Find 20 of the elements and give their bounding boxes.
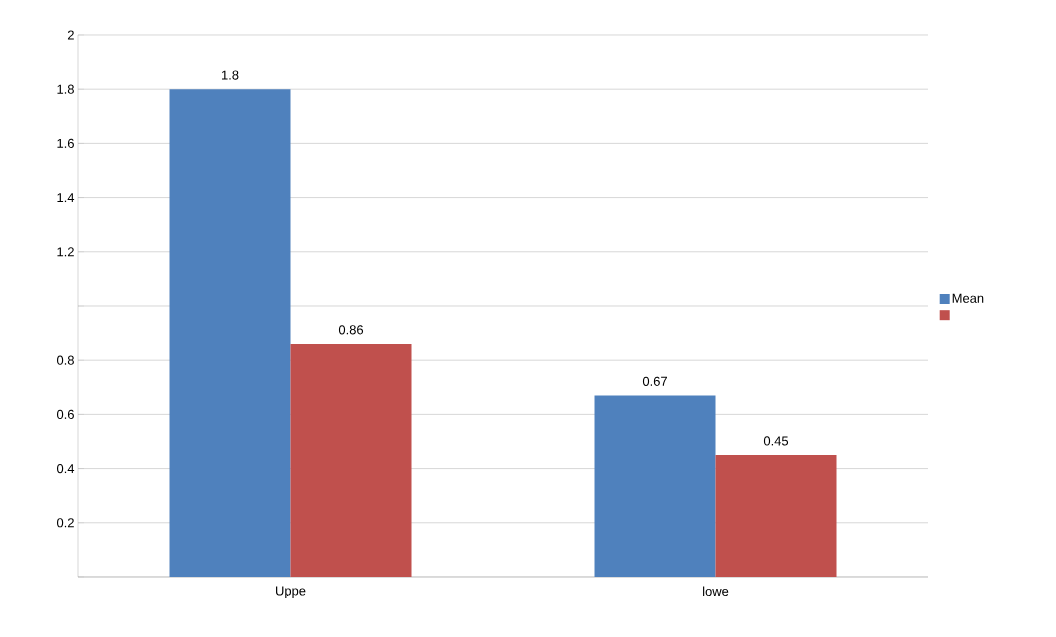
- bar: [715, 455, 837, 577]
- x-tick-label: Uppe: [276, 586, 306, 599]
- y-tick-label: 1.8: [57, 84, 74, 94]
- y-tick-label: 0.6: [56, 409, 74, 419]
- y-tick-label: 0.2: [56, 518, 74, 528]
- bar: [290, 343, 412, 577]
- data-label: 0.86: [338, 325, 364, 335]
- y-tick-label: 1.6: [57, 138, 74, 148]
- bar: [594, 395, 716, 577]
- y-tick-label: 1.4: [57, 193, 75, 203]
- y-tick-label: 0.8: [56, 355, 74, 365]
- legend-label: Mean: [952, 293, 984, 303]
- data-label: 1.8: [221, 70, 239, 80]
- bar: [169, 89, 291, 577]
- y-tick-label: 0.4: [56, 464, 75, 474]
- y-tick-label: 1.2: [57, 247, 74, 257]
- y-tick-label: 2: [67, 30, 74, 40]
- x-tick-label: lowe: [703, 586, 729, 597]
- data-label: 0.45: [763, 436, 789, 446]
- data-label: 0.67: [642, 376, 667, 386]
